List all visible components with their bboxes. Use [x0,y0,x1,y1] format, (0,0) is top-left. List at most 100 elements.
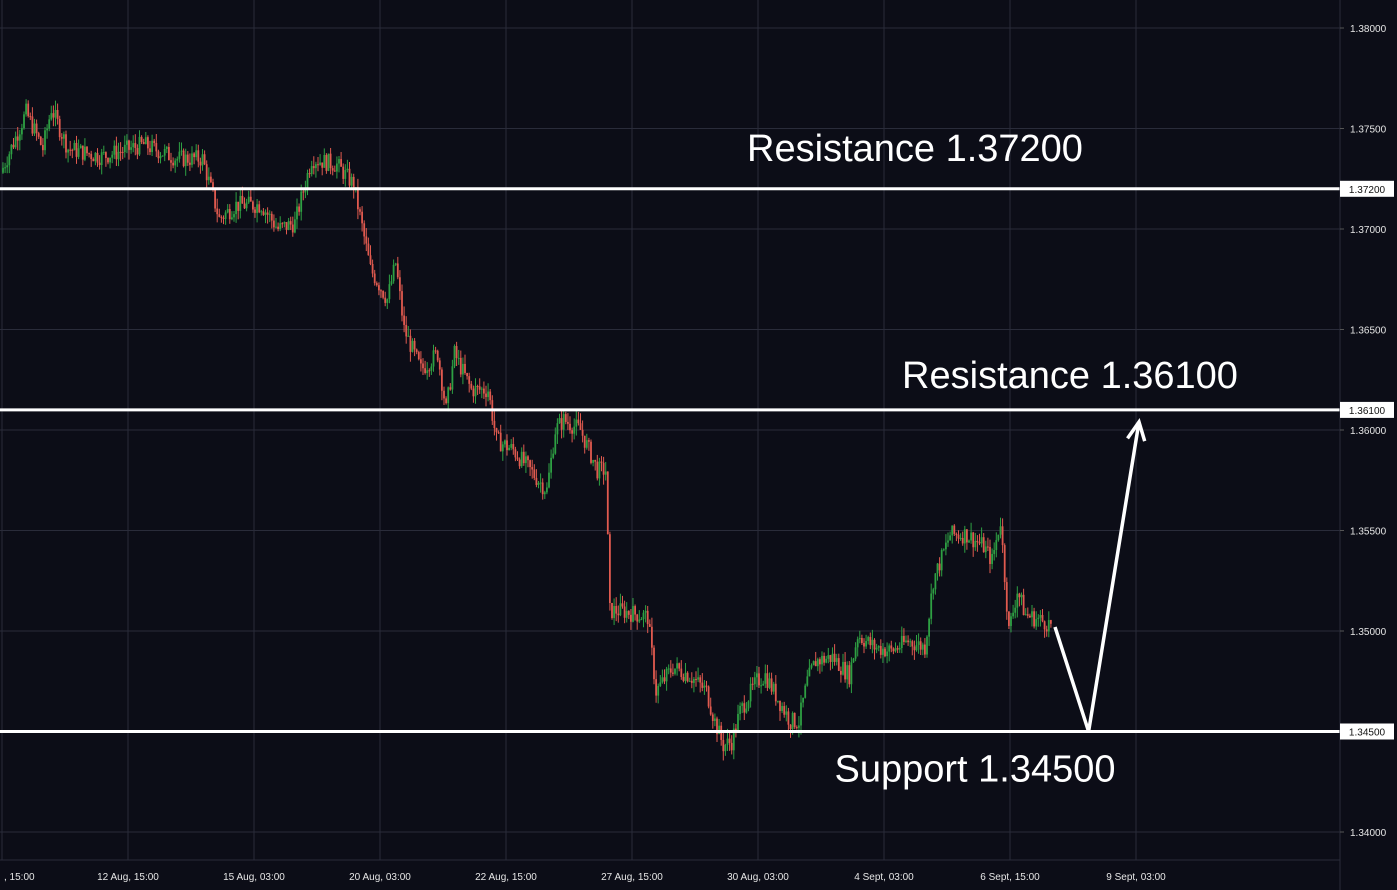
candle-body [510,444,513,448]
candle-body [249,196,252,202]
candle-body [109,157,111,163]
candle-body [430,366,433,371]
candle-body [1014,607,1017,613]
y-tick-label: 1.36000 [1350,426,1387,437]
candle-body [451,366,454,390]
candle-body [789,724,792,729]
candle-body [27,103,30,117]
candle-body [46,128,48,131]
candle-body [808,667,811,677]
candle-body [739,705,741,714]
candle-body [382,290,384,298]
candle-body [921,644,924,650]
candle-body [499,432,502,452]
y-tick-label: 1.38000 [1350,24,1387,35]
candle-body [793,712,796,728]
candle-body [220,216,223,218]
candle-body [268,213,271,215]
candle-body [21,128,23,135]
candle-body [968,540,970,543]
candle-body [651,626,653,648]
candle-body [168,147,170,161]
candle-body [67,149,69,153]
candle-body [795,727,798,729]
candle-body [264,212,267,215]
candle-body [747,701,750,709]
candle-body [134,143,137,149]
candle-body [60,137,63,139]
candle-body [102,152,105,154]
candle-body [558,418,561,424]
x-tick-label: 27 Aug, 15:00 [601,872,663,883]
candle-body [258,204,261,213]
candle-body [791,712,794,729]
candle-body [447,387,450,404]
candle-body [892,648,895,652]
candle-body [1005,582,1008,612]
candle-body [214,189,216,209]
candle-body [722,739,725,752]
candle-body [909,641,912,643]
candle-body [911,641,914,647]
candle-body [285,222,288,230]
candle-body [1041,614,1044,622]
y-tick-label: 1.34000 [1350,828,1387,839]
candle-body [226,209,229,213]
candle-body [88,153,90,155]
support-resistance-levels [0,187,1340,733]
candle-body [942,549,945,551]
candle-body [100,152,103,166]
candle-body [779,700,781,711]
candle-body [711,714,714,721]
candle-body [4,167,6,169]
candle-body [315,164,317,169]
candle-body [386,299,389,303]
candle-body [493,420,496,429]
candle-body [142,141,145,145]
candle-body [153,140,156,144]
candle-body [312,166,315,169]
candle-body [688,680,691,682]
candle-body [478,386,481,390]
candle-body [14,136,17,148]
candle-body [949,535,951,541]
candle-body [245,202,248,209]
candle-body [609,534,611,604]
candle-body [359,209,361,212]
candle-body [579,423,582,430]
candle-body [279,223,282,230]
candle-body [669,668,672,673]
y-axis-ticks[interactable]: 1.38000 1.37500 1.37000 1.36500 1.36000 1.355… [1340,24,1387,839]
candle-body [619,603,622,616]
candle-body [816,659,819,667]
candle-body [380,290,382,292]
candle-body [886,651,888,657]
candle-body [745,708,748,713]
candle-body [291,224,294,233]
candle-body [634,606,636,615]
candle-body [365,236,368,244]
candle-body [319,162,321,165]
candle-body [735,728,737,732]
level-annotation-label: Support 1.34500 [834,749,1115,791]
candle-body [1043,621,1046,630]
candle-body [861,638,863,644]
candle-body [840,670,842,675]
candle-body [453,346,456,367]
candle-body [273,220,275,228]
candle-body [266,212,269,215]
candle-body [449,387,452,390]
x-axis-ticks[interactable]: , 15:00 12 Aug, 15:00 15 Aug, 03:00 20 Aug,… [4,872,1166,883]
candle-body [35,123,38,134]
candle-body [497,432,500,434]
candle-body [1022,594,1025,616]
candle-body [823,655,825,663]
candle-body [569,423,571,431]
candle-body [455,346,458,358]
candle-body [277,226,279,230]
candle-body [741,703,744,706]
candle-body [978,542,981,544]
candle-body [732,728,735,751]
x-tick-label: 4 Sept, 03:00 [854,872,914,883]
